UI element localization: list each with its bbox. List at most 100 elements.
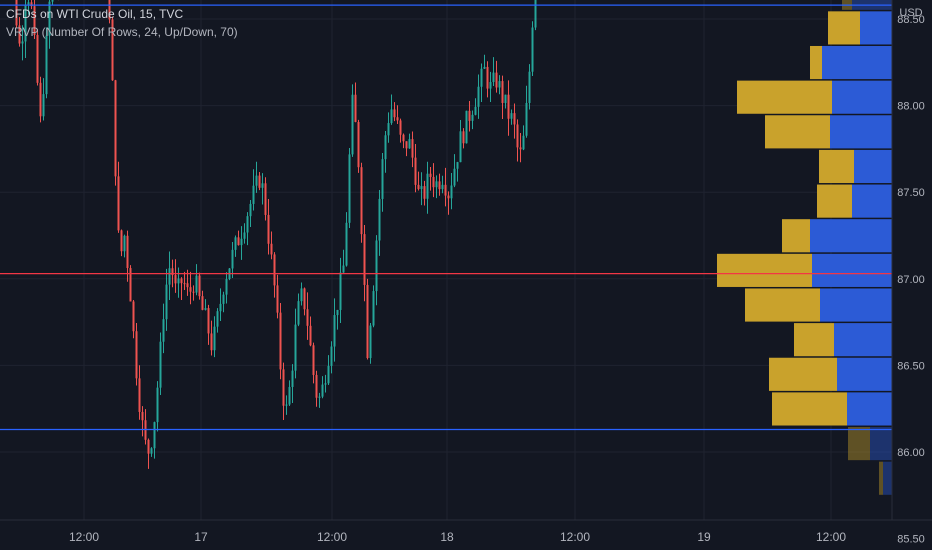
candle-body xyxy=(525,102,528,136)
candle-body xyxy=(357,121,360,168)
candle-body xyxy=(219,303,222,312)
candle-body xyxy=(393,109,396,118)
horizontal-lines[interactable] xyxy=(0,4,892,431)
volume-bar-up xyxy=(883,461,892,495)
volume-bar-down xyxy=(745,288,820,322)
candle-body xyxy=(474,106,477,115)
volume-bar-down xyxy=(765,115,830,149)
candle-body xyxy=(513,113,516,125)
indicator-title[interactable]: VRVP (Number Of Rows, 24, Up/Down, 70) xyxy=(6,25,238,39)
candle-body xyxy=(423,186,426,199)
candle-body xyxy=(342,265,345,273)
volume-bar-up xyxy=(860,11,892,45)
volume-bar-down xyxy=(769,357,837,391)
price-tick-label: 88.50 xyxy=(897,14,925,26)
volume-bar-down xyxy=(772,392,847,426)
candle-body xyxy=(42,94,45,117)
volume-bar-up xyxy=(852,184,892,218)
candle-body xyxy=(180,278,183,284)
candle-body xyxy=(480,68,483,87)
candle-body xyxy=(189,287,192,292)
candle-body xyxy=(216,311,219,327)
candle-body xyxy=(339,272,342,310)
candle-body xyxy=(150,448,153,454)
candle-body xyxy=(24,5,27,42)
candle-body xyxy=(447,195,450,199)
candle-body xyxy=(429,173,432,177)
volume-bar-down xyxy=(794,323,834,357)
candle-body xyxy=(21,41,24,44)
candle-body xyxy=(528,71,531,103)
candle-body xyxy=(273,254,276,286)
candle-body xyxy=(33,6,36,35)
symbol-title[interactable]: CFDs on WTI Crude Oil, 15, TVC xyxy=(6,7,184,21)
volume-bar-up xyxy=(822,45,892,80)
candle-body xyxy=(123,235,126,252)
volume-bar-down xyxy=(879,461,883,495)
candle-body xyxy=(135,331,138,379)
candle-body xyxy=(315,374,318,398)
time-tick-label: 19 xyxy=(697,530,711,544)
candle-body xyxy=(108,0,111,20)
candle-body xyxy=(201,296,204,310)
time-tick-label: 12:00 xyxy=(816,530,846,544)
volume-bar-up xyxy=(870,427,892,461)
volume-bar-down xyxy=(782,219,810,253)
candle-body xyxy=(360,167,363,235)
candle-body xyxy=(417,184,420,190)
candle-body xyxy=(261,183,264,188)
candle-body xyxy=(444,184,447,196)
candle-body xyxy=(501,81,504,104)
volume-profile xyxy=(717,0,892,495)
candle-body xyxy=(396,117,399,121)
time-axis[interactable] xyxy=(0,520,932,550)
candle-body xyxy=(222,294,225,304)
candle-body xyxy=(141,411,144,421)
volume-bar-up xyxy=(832,80,892,114)
price-axis[interactable] xyxy=(892,0,932,550)
candle-body xyxy=(390,109,393,124)
candle-body xyxy=(138,378,141,412)
candle-body xyxy=(162,319,165,342)
candle-body xyxy=(264,183,267,215)
candle-body xyxy=(27,2,30,6)
candle-body xyxy=(243,232,246,239)
candle-body xyxy=(255,175,258,186)
candle-body xyxy=(534,0,537,28)
candle-body xyxy=(441,184,444,190)
candle-body xyxy=(153,422,156,449)
candle-body xyxy=(483,66,486,69)
candle-body xyxy=(510,113,513,119)
candle-body xyxy=(267,214,270,244)
candle-body xyxy=(303,288,306,310)
candle-body xyxy=(171,268,174,276)
candle-body xyxy=(147,439,150,454)
candle-body xyxy=(519,147,522,150)
price-tick-label: 88.00 xyxy=(897,101,925,113)
candle-body xyxy=(387,123,390,136)
time-tick-label: 12:00 xyxy=(560,530,590,544)
candle-body xyxy=(408,139,411,149)
volume-bar-up xyxy=(830,115,892,149)
candle-body xyxy=(30,2,33,7)
candle-body xyxy=(459,131,462,163)
candle-body xyxy=(498,81,501,88)
candle-body xyxy=(477,86,480,107)
candle-body xyxy=(111,19,114,81)
candle-body xyxy=(378,198,381,241)
candle-body xyxy=(531,27,534,72)
candle-body xyxy=(462,131,465,144)
candle-body xyxy=(117,176,120,231)
candle-body xyxy=(15,0,18,26)
candle-body xyxy=(465,110,468,144)
candle-body xyxy=(114,80,117,177)
candle-body xyxy=(195,275,198,293)
candle-body xyxy=(495,72,498,88)
candle-body xyxy=(300,288,303,302)
candle-body xyxy=(231,249,234,269)
time-tick-label: 18 xyxy=(440,530,454,544)
time-tick-label: 17 xyxy=(194,530,208,544)
candle-body xyxy=(438,181,441,190)
